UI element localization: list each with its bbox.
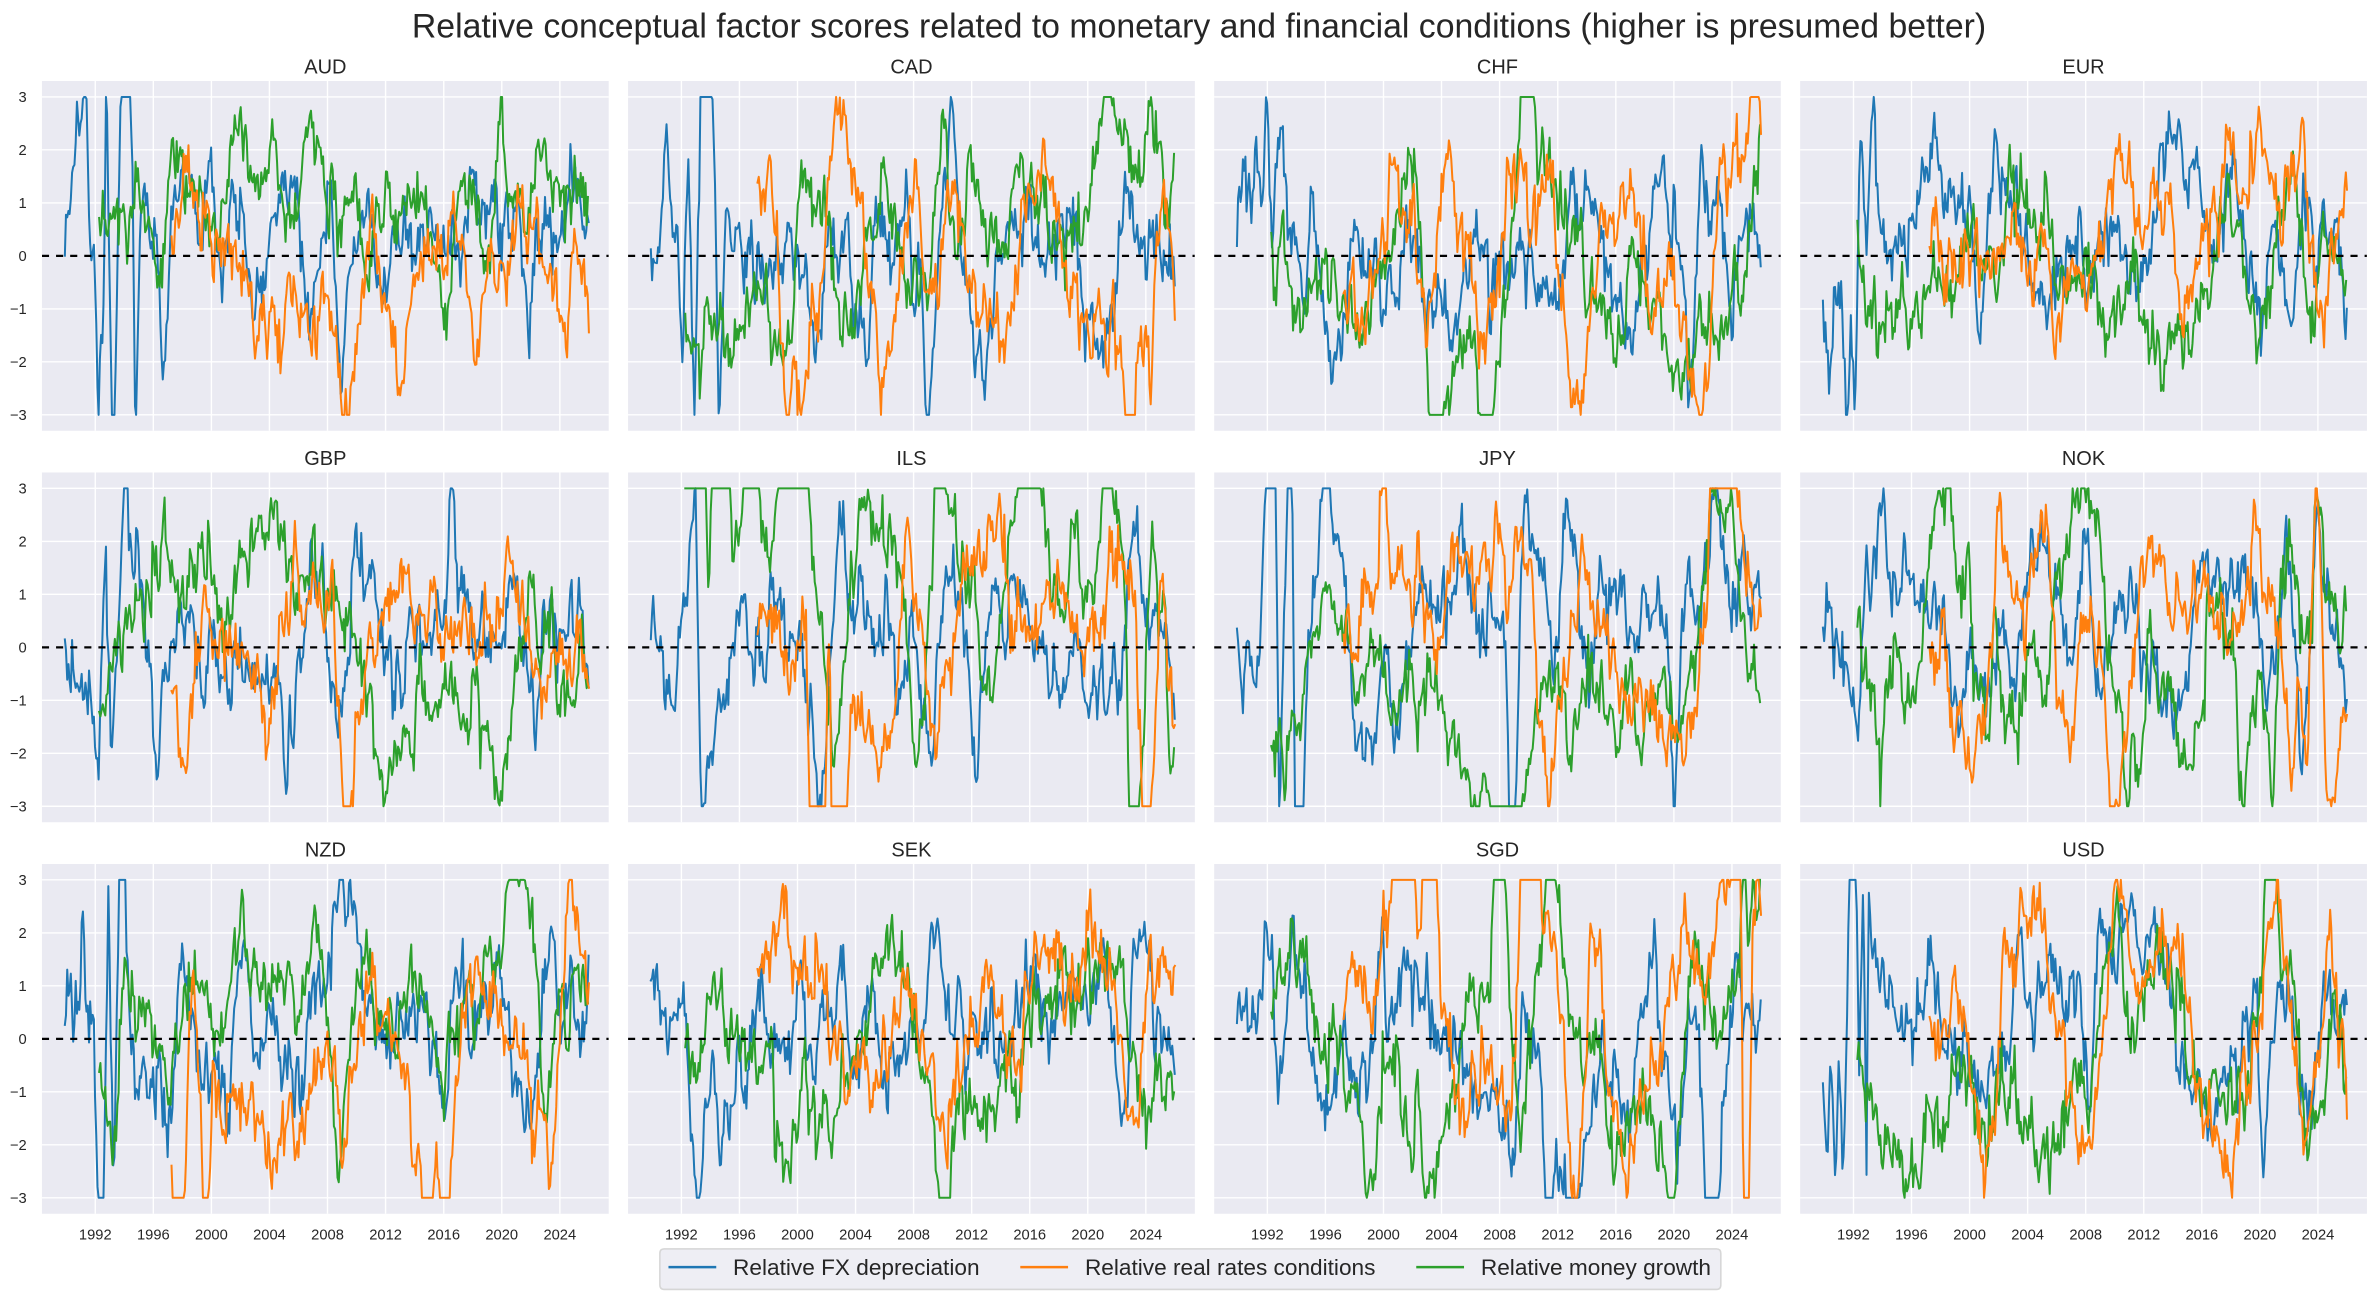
svg-text:ILS: ILS	[896, 448, 926, 470]
svg-text:Relative money growth: Relative money growth	[1481, 1255, 1711, 1280]
svg-text:2020: 2020	[2244, 1228, 2277, 1244]
svg-text:2016: 2016	[1599, 1228, 1632, 1244]
svg-text:2: 2	[19, 143, 27, 159]
svg-text:JPY: JPY	[1479, 448, 1516, 470]
svg-text:1992: 1992	[79, 1228, 112, 1244]
svg-text:2012: 2012	[2127, 1228, 2160, 1244]
svg-text:AUD: AUD	[304, 56, 346, 78]
svg-text:2004: 2004	[839, 1228, 872, 1244]
svg-text:Relative FX depreciation: Relative FX depreciation	[733, 1255, 980, 1280]
svg-text:−3: −3	[10, 408, 27, 424]
svg-text:2000: 2000	[1367, 1228, 1400, 1244]
svg-text:2008: 2008	[1483, 1228, 1516, 1244]
svg-text:−3: −3	[10, 800, 27, 816]
svg-text:0: 0	[19, 249, 27, 265]
svg-text:1996: 1996	[137, 1228, 170, 1244]
svg-text:3: 3	[19, 873, 27, 889]
svg-text:−2: −2	[10, 355, 27, 371]
svg-text:2008: 2008	[311, 1228, 344, 1244]
svg-text:−3: −3	[10, 1191, 27, 1207]
svg-text:Relative real rates conditions: Relative real rates conditions	[1085, 1255, 1376, 1280]
svg-text:2016: 2016	[427, 1228, 460, 1244]
svg-text:2004: 2004	[1425, 1228, 1458, 1244]
svg-text:2000: 2000	[781, 1228, 814, 1244]
svg-text:1992: 1992	[1251, 1228, 1284, 1244]
svg-text:SEK: SEK	[891, 839, 932, 861]
svg-text:1996: 1996	[723, 1228, 756, 1244]
svg-text:2: 2	[19, 535, 27, 551]
svg-text:2016: 2016	[1013, 1228, 1046, 1244]
svg-text:USD: USD	[2062, 839, 2104, 861]
svg-text:0: 0	[19, 1032, 27, 1048]
svg-text:−1: −1	[10, 694, 27, 710]
svg-text:NZD: NZD	[305, 839, 346, 861]
svg-text:−1: −1	[10, 1085, 27, 1101]
svg-text:1992: 1992	[665, 1228, 698, 1244]
svg-text:2004: 2004	[253, 1228, 286, 1244]
svg-text:2000: 2000	[195, 1228, 228, 1244]
svg-text:2016: 2016	[2185, 1228, 2218, 1244]
svg-text:2: 2	[19, 926, 27, 942]
svg-text:2008: 2008	[2069, 1228, 2102, 1244]
svg-text:NOK: NOK	[2062, 448, 2106, 470]
svg-text:2024: 2024	[1130, 1228, 1163, 1244]
svg-text:−2: −2	[10, 747, 27, 763]
svg-text:2000: 2000	[1953, 1228, 1986, 1244]
svg-text:2004: 2004	[2011, 1228, 2044, 1244]
svg-text:3: 3	[19, 482, 27, 498]
svg-text:2024: 2024	[543, 1228, 576, 1244]
svg-text:EUR: EUR	[2062, 56, 2104, 78]
svg-text:2012: 2012	[369, 1228, 402, 1244]
svg-text:2020: 2020	[485, 1228, 518, 1244]
svg-text:1996: 1996	[1895, 1228, 1928, 1244]
svg-text:2024: 2024	[1716, 1228, 1749, 1244]
svg-text:SGD: SGD	[1476, 839, 1519, 861]
svg-text:2024: 2024	[2302, 1228, 2335, 1244]
svg-text:−1: −1	[10, 302, 27, 318]
svg-text:1: 1	[19, 196, 27, 212]
svg-text:2008: 2008	[897, 1228, 930, 1244]
svg-text:CAD: CAD	[890, 56, 932, 78]
svg-text:GBP: GBP	[304, 448, 346, 470]
svg-text:1: 1	[19, 588, 27, 604]
svg-text:1996: 1996	[1309, 1228, 1342, 1244]
svg-text:2012: 2012	[955, 1228, 988, 1244]
svg-text:0: 0	[19, 641, 27, 657]
svg-text:1992: 1992	[1837, 1228, 1870, 1244]
svg-text:CHF: CHF	[1477, 56, 1518, 78]
svg-text:2020: 2020	[1071, 1228, 1104, 1244]
svg-text:3: 3	[19, 90, 27, 106]
svg-text:2020: 2020	[1657, 1228, 1690, 1244]
svg-text:1: 1	[19, 979, 27, 995]
svg-text:Relative conceptual factor sco: Relative conceptual factor scores relate…	[412, 8, 1986, 46]
svg-text:−2: −2	[10, 1138, 27, 1154]
svg-text:2012: 2012	[1541, 1228, 1574, 1244]
